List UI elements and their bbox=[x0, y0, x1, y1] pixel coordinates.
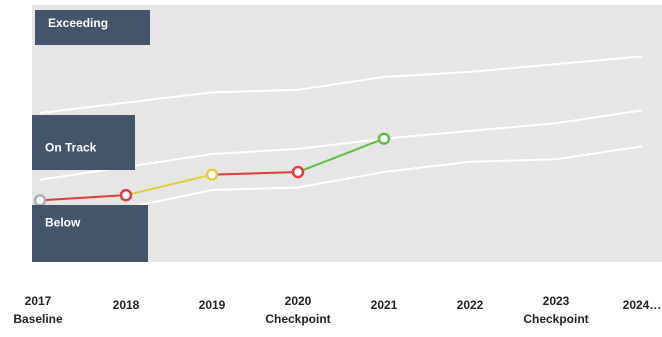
progress-segment bbox=[297, 137, 385, 173]
x-tick-sublabel: Checkpoint bbox=[523, 312, 588, 326]
progress-point bbox=[33, 194, 47, 207]
x-tick-label: 2021 bbox=[371, 298, 398, 312]
x-tick-label: 2017 bbox=[25, 294, 52, 308]
band-box bbox=[32, 115, 135, 170]
band-box bbox=[32, 205, 148, 262]
band-line bbox=[39, 55, 643, 114]
x-tick-label: 2022 bbox=[457, 298, 484, 312]
x-tick-label: 2019 bbox=[199, 298, 226, 312]
progress-point bbox=[205, 168, 219, 181]
band-label: Exceeding bbox=[48, 16, 108, 30]
progress-segment bbox=[211, 171, 299, 176]
progress-segment bbox=[39, 194, 127, 202]
x-tick-label: 2023 bbox=[543, 294, 570, 308]
progress-point bbox=[291, 165, 305, 179]
band-line bbox=[39, 109, 643, 181]
progress-segment bbox=[125, 173, 213, 197]
progress-point bbox=[377, 132, 391, 145]
x-tick-sublabel: Baseline bbox=[13, 312, 63, 326]
x-tick-sublabel: Checkpoint bbox=[265, 312, 330, 326]
x-tick-label: 2024… bbox=[623, 298, 662, 312]
band-label: Below bbox=[45, 216, 81, 230]
x-tick-label: 2020 bbox=[285, 294, 312, 308]
x-tick-label: 2018 bbox=[113, 298, 140, 312]
band-label: On Track bbox=[45, 141, 97, 155]
band-box bbox=[35, 10, 150, 45]
progress-point bbox=[119, 188, 133, 202]
